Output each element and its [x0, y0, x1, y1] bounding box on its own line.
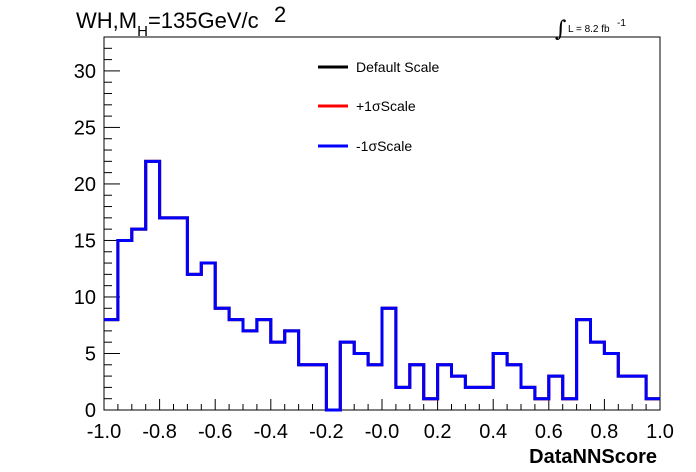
x-tick-label: -0.4	[254, 421, 288, 443]
integral-sign: ∫	[555, 17, 567, 42]
title-subscript: H	[137, 23, 148, 40]
y-tick-label: 30	[74, 61, 96, 83]
svg-text:WH,MH=135GeV/c: WH,MH=135GeV/c	[76, 8, 259, 40]
title-superscript: 2	[274, 2, 286, 27]
x-axis: -1.0 -0.8 -0.6 -0.4 -0.2 -0.0 0.2 0.4 0.6 0.8 1.0	[87, 399, 674, 443]
legend-label: +1σScale	[356, 98, 416, 114]
y-tick-label: 15	[74, 230, 96, 252]
luminosity-text: L = 8.2 fb	[568, 24, 610, 35]
title-main: WH,M	[76, 8, 137, 33]
luminosity-superscript: -1	[617, 18, 626, 29]
x-tick-label: 0.8	[590, 421, 618, 443]
y-tick-label: 20	[74, 174, 96, 196]
x-axis-label: DataNNScore	[529, 446, 657, 468]
x-tick-label: 0.4	[479, 421, 507, 443]
title-rest: =135GeV/c	[148, 8, 259, 33]
y-tick-label: 10	[74, 287, 96, 309]
x-tick-label: -0.8	[142, 421, 176, 443]
luminosity-label: ∫ L = 8.2 fb -1	[555, 17, 626, 42]
x-tick-label: -0.0	[365, 421, 399, 443]
x-tick-label: -1.0	[87, 421, 121, 443]
legend-label: Default Scale	[356, 59, 439, 75]
y-tick-label: 5	[85, 343, 96, 365]
series-layer	[104, 159, 660, 412]
series-line	[104, 159, 660, 412]
y-tick-label: 25	[74, 117, 96, 139]
legend: Default Scale +1σScale -1σScale	[318, 59, 439, 154]
x-tick-label: -0.6	[198, 421, 232, 443]
x-tick-label: -0.2	[309, 421, 343, 443]
chart-title: WH,MH=135GeV/c 2	[76, 2, 286, 40]
y-tick-label: 0	[85, 400, 96, 422]
x-tick-label: 1.0	[646, 421, 674, 443]
x-tick-label: 0.2	[424, 421, 452, 443]
legend-label: -1σScale	[356, 138, 412, 154]
y-axis: 0 5 10 15 20 25 30	[74, 36, 120, 422]
x-tick-label: 0.6	[535, 421, 563, 443]
